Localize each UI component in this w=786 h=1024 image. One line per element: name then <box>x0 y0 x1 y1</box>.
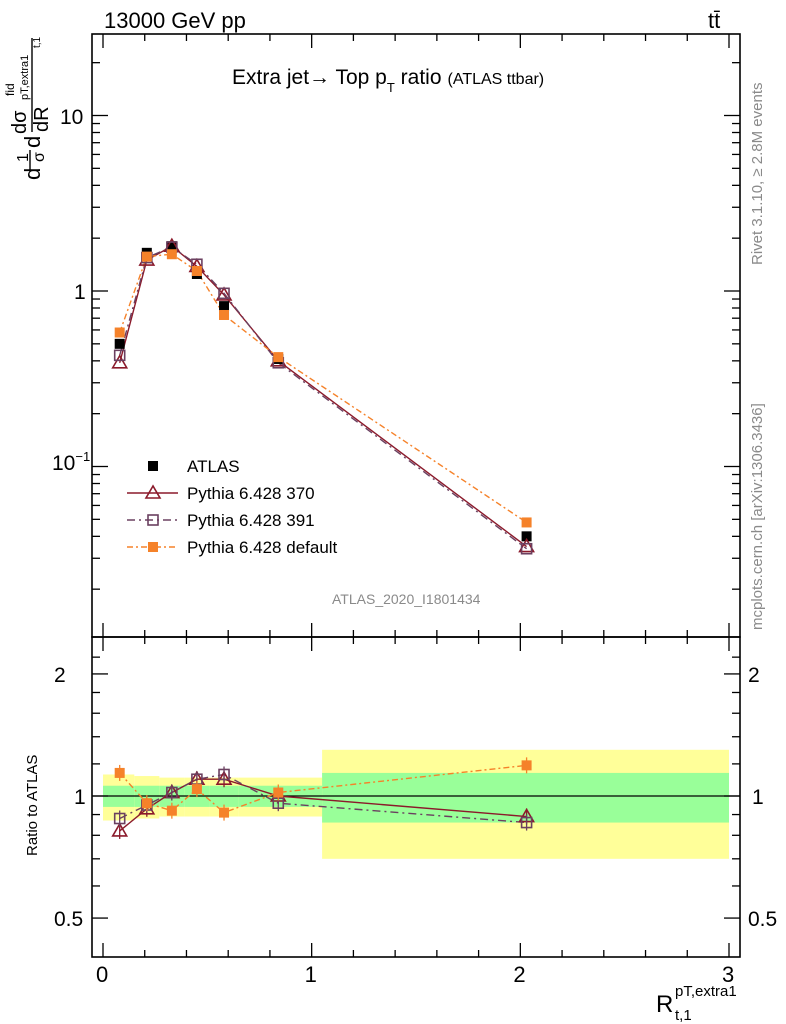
data-point <box>114 338 125 349</box>
data-point <box>521 517 532 528</box>
svg-text:t,1: t,1 <box>32 36 43 48</box>
rivet-label: Rivet 3.1.10, ≥ 2.8M events <box>749 83 766 266</box>
ratio-point <box>521 760 532 771</box>
svg-text:dσ: dσ <box>9 110 31 134</box>
svg-text:R: R <box>656 991 673 1018</box>
data-point <box>218 287 230 300</box>
data-point <box>111 354 129 369</box>
x-tick-label: 2 <box>513 962 525 987</box>
ratio-point <box>218 768 230 781</box>
legend-marker <box>144 484 162 499</box>
data-point <box>166 249 177 260</box>
mcplots-label: mcplots.cern.ch [arXiv:1306.3436] <box>749 403 766 630</box>
ratio-point <box>114 767 125 778</box>
ratio-point <box>141 798 152 809</box>
legend-marker <box>148 542 158 552</box>
data-point <box>273 352 284 363</box>
svg-text:t,1: t,1 <box>675 1007 692 1024</box>
data-point <box>520 542 533 555</box>
ratio-point <box>191 784 202 795</box>
legend: ATLAS Pythia 6.428 370 Pythia 6.428 391 Pyt… <box>127 457 338 557</box>
ratio-plot-frame <box>91 636 741 958</box>
data-point <box>215 286 233 301</box>
ratio-tick-label: 0.5 <box>54 908 83 931</box>
ratio-tick-label: 2 <box>54 664 66 687</box>
x-tick-label: 0 <box>96 962 108 987</box>
svg-text:σ: σ <box>31 152 48 162</box>
chart-title: Extra jet→ Top pT ratio (ATLAS ttbar) <box>232 66 544 95</box>
data-point <box>113 349 126 362</box>
legend-label: ATLAS <box>187 457 240 476</box>
svg-text:d: d <box>20 136 45 148</box>
ratio-point <box>111 822 129 837</box>
analysis-watermark: ATLAS_2020_I1801434 <box>332 591 481 607</box>
svg-text:d: d <box>20 168 45 180</box>
x-tick-label: 3 <box>722 962 734 987</box>
ratio-tick-label: 1 <box>74 786 86 809</box>
ratio-point <box>273 787 284 798</box>
header-left: 13000 GeV pp <box>104 8 246 33</box>
ratio-point <box>215 770 233 786</box>
data-point <box>521 531 532 542</box>
ratio-tick-label-right: 1 <box>752 786 764 809</box>
y-tick-label: 10−1 <box>52 449 90 475</box>
ratio-point <box>520 816 533 829</box>
svg-text:dR: dR <box>31 106 53 132</box>
axis-ticks: 0 1 2 3 10−1 1 10 0.5 0.5 1 1 2 2 <box>52 34 777 987</box>
ratio-bands <box>103 749 729 859</box>
uncertainty-band-green <box>322 772 729 823</box>
y-tick-label: 1 <box>74 281 86 304</box>
legend-label: Pythia 6.428 391 <box>187 511 315 530</box>
series-line <box>119 246 528 550</box>
y-axis-label-ratio: Ratio to ATLAS <box>24 755 41 856</box>
legend-marker <box>147 514 159 526</box>
data-point <box>166 241 177 252</box>
svg-text:1: 1 <box>15 153 32 162</box>
y-tick-label: 10 <box>60 106 83 129</box>
ratio-tick-label-right: 0.5 <box>748 908 777 931</box>
legend-marker <box>148 461 158 471</box>
data-markers <box>111 237 535 839</box>
ratio-point <box>113 812 126 825</box>
series-line <box>119 253 527 524</box>
x-axis-label: R pT,extra1 t,1 <box>656 983 737 1024</box>
x-tick-label: 1 <box>305 962 317 987</box>
data-point <box>191 266 202 277</box>
svg-text:fid: fid <box>3 83 17 96</box>
data-point <box>518 537 535 553</box>
ratio-point <box>166 805 177 816</box>
data-point <box>114 327 125 338</box>
data-point <box>219 301 230 312</box>
data-point <box>219 309 230 320</box>
svg-text:pT,extra1: pT,extra1 <box>675 983 737 1000</box>
header-right: tt̄ <box>708 8 720 33</box>
ratio-tick-label-right: 2 <box>748 664 760 687</box>
ratio-point <box>219 807 230 818</box>
legend-label: Pythia 6.428 default <box>187 538 338 557</box>
ratio-point <box>166 786 178 799</box>
y-axis-label-main: d 1 σ d dσ fid dR pT,extra1 t,1 <box>3 36 53 180</box>
data-point <box>141 251 152 262</box>
svg-text:pT,extra1: pT,extra1 <box>19 55 31 100</box>
legend-label: Pythia 6.428 370 <box>187 484 315 503</box>
